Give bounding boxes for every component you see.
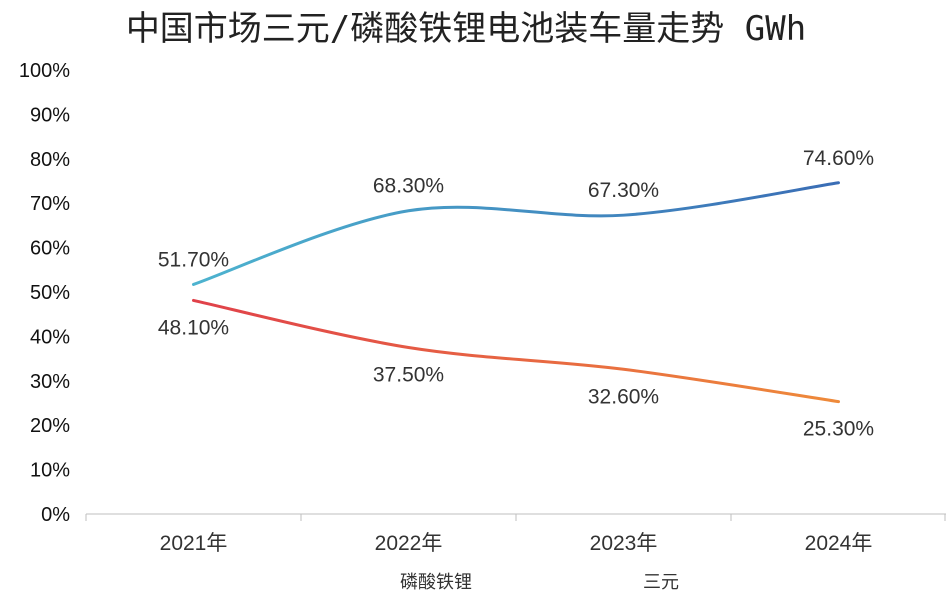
x-tick-label: 2022年 [375, 532, 443, 555]
y-tick-label: 0% [41, 504, 70, 526]
legend-label: 三元 [643, 572, 679, 593]
data-label: 68.30% [373, 175, 444, 198]
x-tick-label: 2024年 [805, 532, 873, 555]
y-tick-label: 90% [30, 104, 70, 126]
y-tick-label: 40% [30, 326, 70, 348]
series-line-ncm [192, 298, 840, 404]
y-axis: 0% 10% 20% 30% 40% 50% 60% 70% 80% 90% 100% [19, 60, 70, 526]
chart-title: 中国市场三元/磷酸铁锂电池装车量走势 GWh [126, 9, 806, 49]
y-tick-label: 60% [30, 238, 70, 260]
data-label: 48.10% [158, 316, 229, 339]
y-tick-label: 30% [30, 371, 70, 393]
data-labels: 51.70% 68.30% 67.30% 74.60% 48.10% 37.50% 32.6… [158, 147, 874, 441]
data-label: 74.60% [803, 147, 874, 170]
legend: 磷酸铁锂 三元 [362, 572, 679, 593]
x-tick-label: 2021年 [160, 532, 228, 555]
data-label: 51.70% [158, 248, 229, 271]
x-axis: 2021年 2022年 2023年 2024年 [85, 513, 946, 555]
legend-label: 磷酸铁锂 [400, 572, 472, 593]
data-label: 37.50% [373, 364, 444, 387]
y-tick-label: 70% [30, 193, 70, 215]
y-tick-label: 80% [30, 149, 70, 171]
y-tick-label: 100% [19, 60, 70, 82]
series-line-lfp [192, 181, 840, 286]
x-tick-label: 2023年 [590, 532, 658, 555]
y-tick-label: 20% [30, 415, 70, 437]
data-label: 67.30% [588, 179, 659, 202]
data-label: 32.60% [588, 385, 659, 408]
data-label: 25.30% [803, 418, 874, 441]
y-tick-label: 10% [30, 460, 70, 482]
series-group [192, 181, 840, 404]
y-tick-label: 50% [30, 282, 70, 304]
